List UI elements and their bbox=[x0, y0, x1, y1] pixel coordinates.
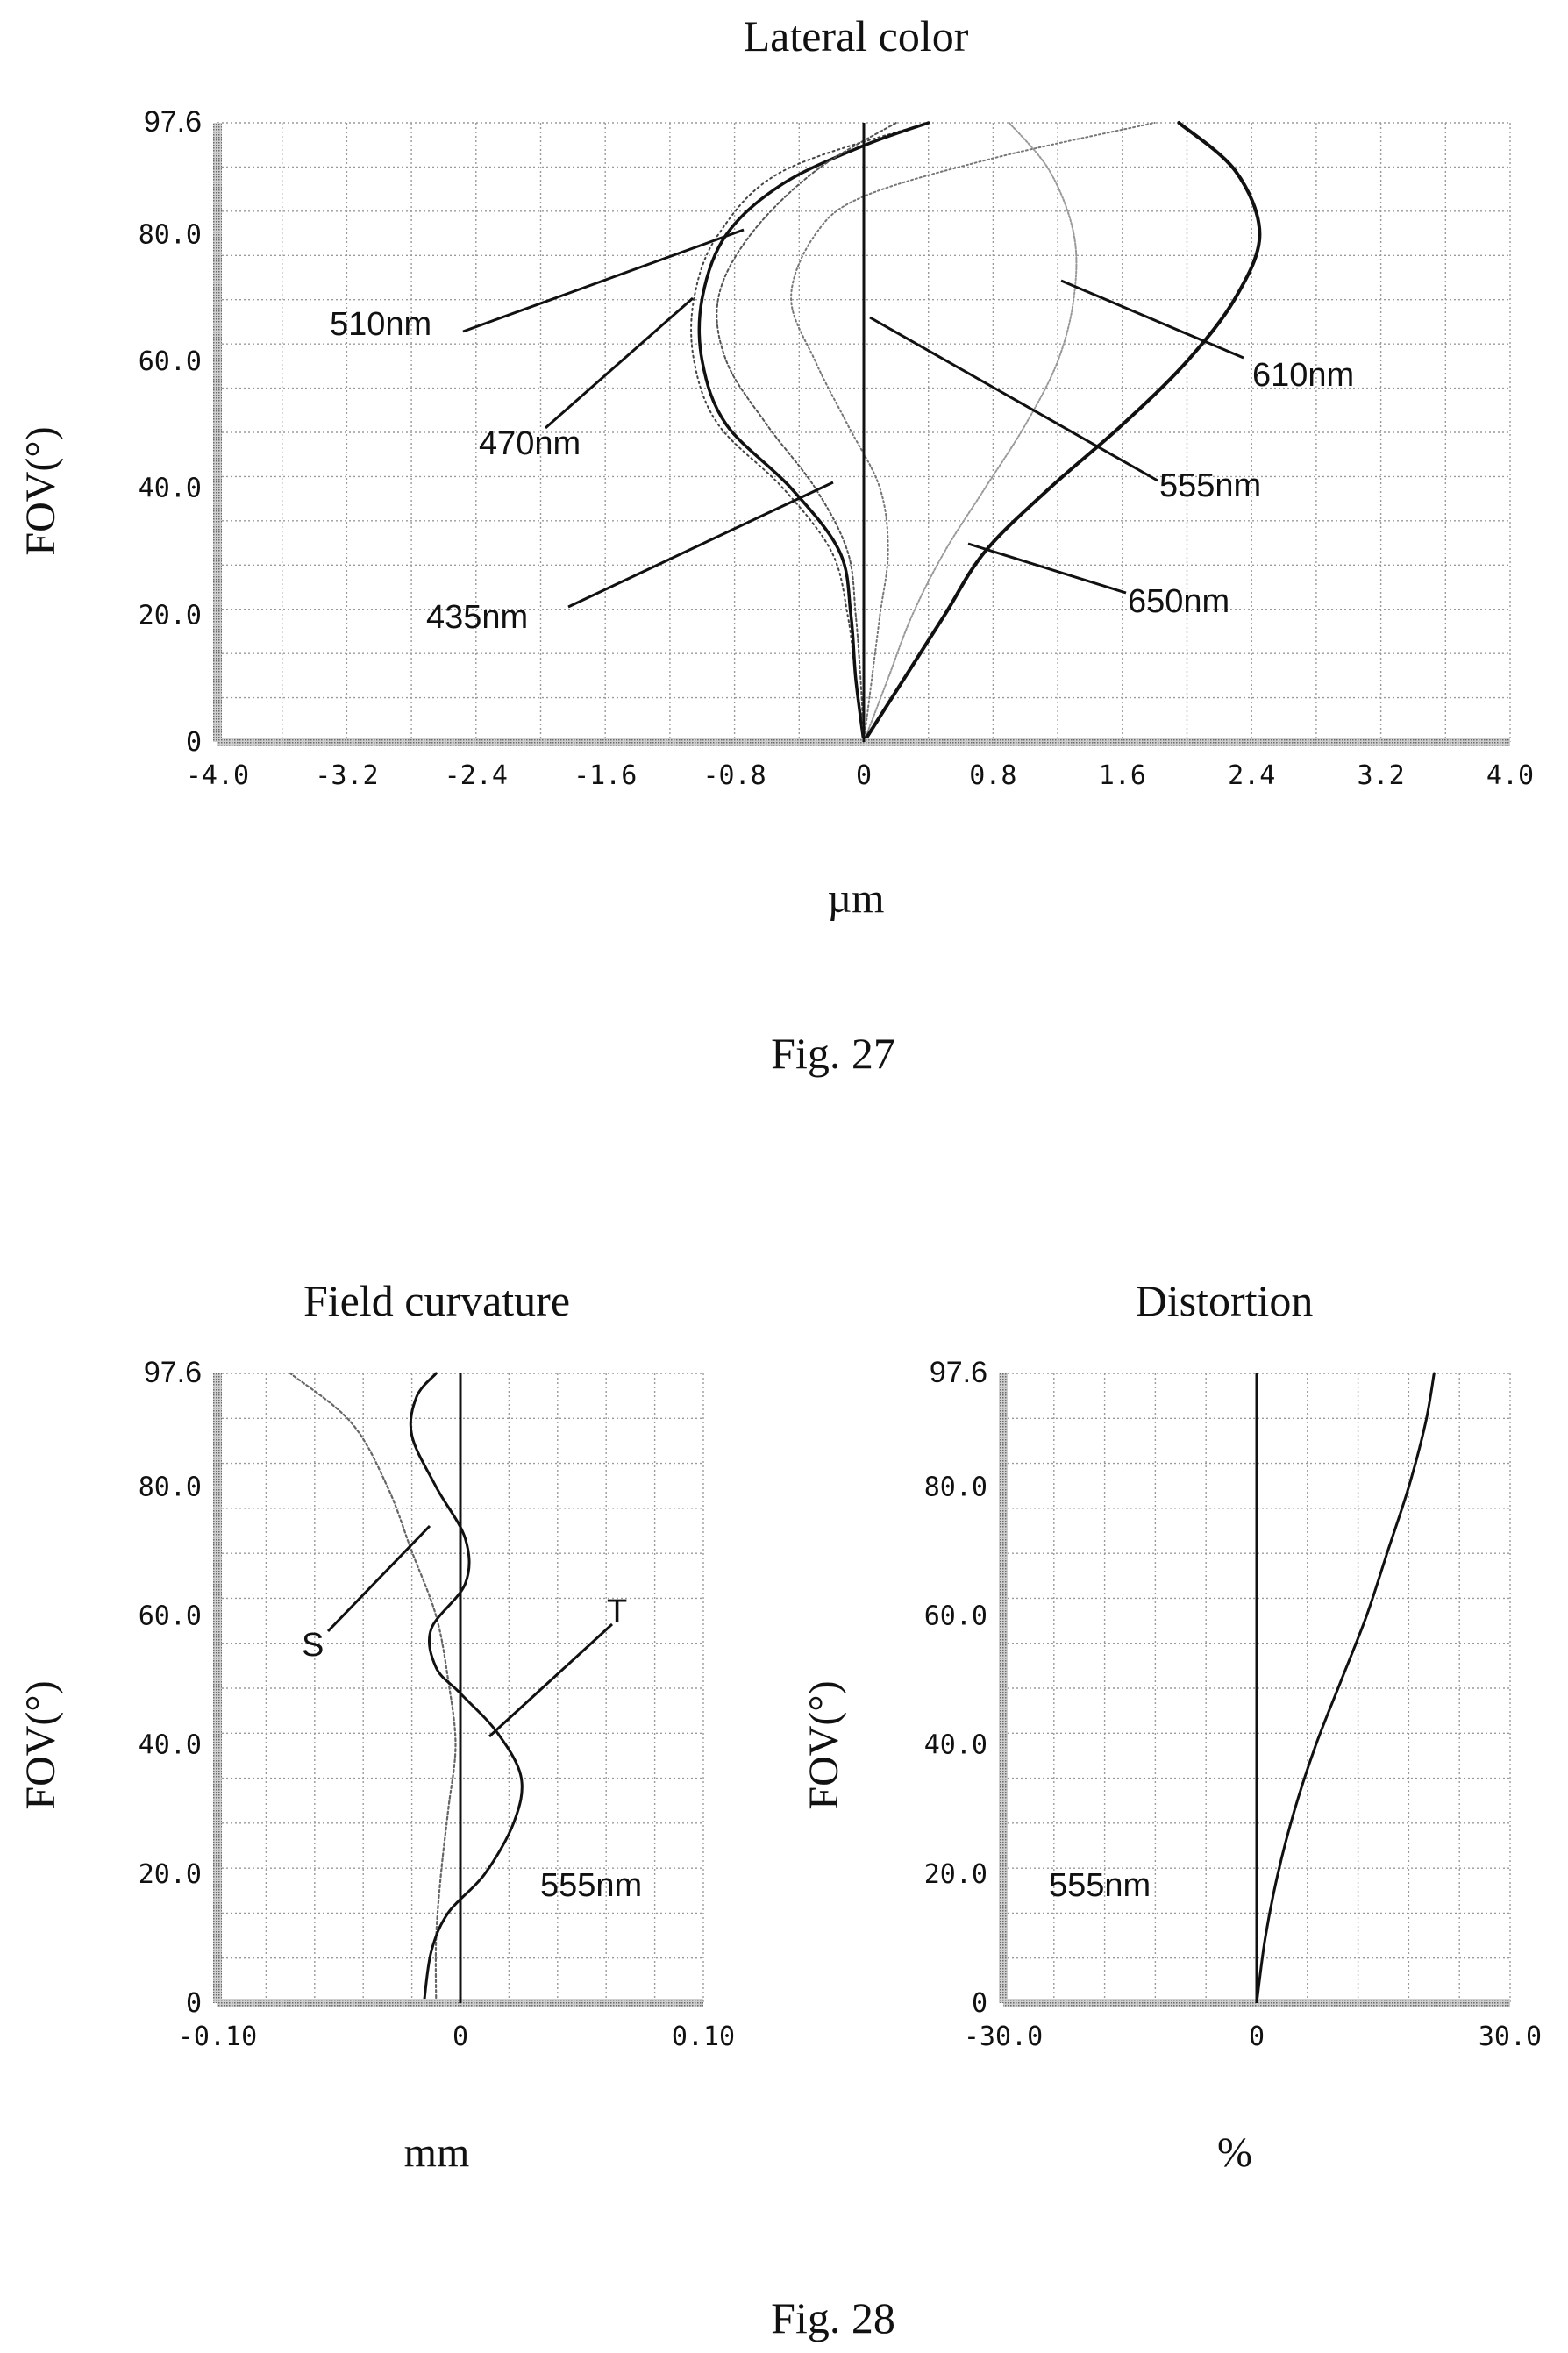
series-label-470nm: 470nm bbox=[479, 425, 581, 462]
y-tick-label: 80.0 bbox=[924, 1472, 987, 1502]
y-tick-label: 40.0 bbox=[924, 1730, 987, 1761]
figure-caption-28: Fig. 28 bbox=[771, 2293, 895, 2342]
axes bbox=[213, 123, 1510, 746]
callouts bbox=[326, 1524, 614, 1738]
lateral-color-chart: Lateral color -4.0 -3.2 -2.4 -1.6 -0.8 0 0.8 1.… bbox=[18, 11, 1534, 1078]
x-tick-label: 0 bbox=[1249, 2021, 1265, 2052]
y-tick-label: 0 bbox=[186, 1988, 202, 2019]
y-tick-label: 0 bbox=[186, 727, 202, 758]
y-axis-line bbox=[999, 1373, 1008, 2003]
field-curvature-chart: Field curvature -0.10 0 0.10020.040.060.08… bbox=[18, 1276, 735, 2176]
y-tick-label: 80.0 bbox=[139, 219, 202, 250]
x-tick-label: 30.0 bbox=[1479, 2021, 1542, 2052]
y-axis-line bbox=[213, 123, 222, 742]
leader-line-s bbox=[326, 1524, 431, 1633]
y-tick-label: 40.0 bbox=[139, 1730, 202, 1761]
series-group bbox=[690, 121, 1262, 744]
leader-line-470 bbox=[545, 296, 694, 430]
y-tick-label: 97.6 bbox=[144, 105, 202, 139]
series-label-555nm: 555nm bbox=[1159, 467, 1261, 504]
axes bbox=[213, 1373, 703, 2007]
wavelength-annotation: 555nm bbox=[540, 1867, 642, 1904]
y-tick-label: 60.0 bbox=[139, 1601, 202, 1632]
chart-title: Field curvature bbox=[303, 1276, 570, 1325]
y-axis-line bbox=[213, 1373, 222, 2003]
axes bbox=[999, 1373, 1510, 2007]
series-line-510nm bbox=[716, 122, 897, 743]
y-tick-label: 0 bbox=[972, 1988, 987, 2019]
leader-line-610 bbox=[1060, 279, 1244, 360]
series-group bbox=[289, 1372, 524, 2005]
x-tick-label: -4.0 bbox=[186, 760, 249, 791]
y-tick-label: 60.0 bbox=[924, 1601, 987, 1632]
series-label-510nm: 510nm bbox=[330, 306, 431, 343]
x-tick-label: -3.2 bbox=[315, 760, 378, 791]
y-tick-label: 97.6 bbox=[930, 1356, 987, 1389]
x-tick-label: -30.0 bbox=[964, 2021, 1043, 2052]
series-label-650nm: 650nm bbox=[1128, 583, 1229, 620]
x-tick-label: 0 bbox=[453, 2021, 468, 2052]
series-group bbox=[1255, 1372, 1436, 2005]
series-line-650nm bbox=[862, 121, 1262, 744]
series-line-435nm bbox=[690, 122, 930, 743]
y-axis-label: FOV(°) bbox=[801, 1680, 847, 1809]
x-tick-label: 2.4 bbox=[1228, 760, 1275, 791]
wavelength-annotation: 555nm bbox=[1049, 1867, 1151, 1904]
leader-line-555 bbox=[869, 316, 1158, 482]
distortion-chart: Distortion -30.0 0 30.0020.040.060.080.097… bbox=[801, 1276, 1542, 2176]
leader-line-650 bbox=[967, 542, 1127, 595]
chart-title: Lateral color bbox=[744, 11, 969, 61]
chart-title: Distortion bbox=[1136, 1276, 1314, 1325]
series-label-610nm: 610nm bbox=[1252, 357, 1354, 394]
x-tick-label: 3.2 bbox=[1358, 760, 1405, 791]
x-axis-label: µm bbox=[828, 875, 885, 922]
leader-line-t bbox=[488, 1622, 614, 1738]
y-tick-label: 80.0 bbox=[139, 1472, 202, 1502]
leader-line-510 bbox=[462, 228, 745, 333]
y-tick-label: 20.0 bbox=[139, 1859, 202, 1890]
leader-line-435 bbox=[567, 481, 834, 609]
callouts bbox=[462, 228, 1244, 609]
x-tick-label: 0 bbox=[856, 760, 872, 791]
x-tick-label: -0.10 bbox=[178, 2021, 257, 2052]
x-tick-label: -1.6 bbox=[574, 760, 637, 791]
y-tick-label: 97.6 bbox=[144, 1356, 202, 1389]
series-line-555nm bbox=[790, 122, 1156, 743]
series-line-610nm bbox=[863, 122, 1078, 743]
x-axis-label: mm bbox=[404, 2129, 470, 2176]
x-tick-label: 1.6 bbox=[1099, 760, 1146, 791]
y-axis-label: FOV(°) bbox=[18, 426, 64, 555]
y-axis-label: FOV(°) bbox=[18, 1680, 64, 1809]
series-label-s: S bbox=[302, 1627, 324, 1664]
series-line-t bbox=[409, 1372, 524, 2005]
y-tick-label: 20.0 bbox=[924, 1859, 987, 1890]
series-line-470nm bbox=[697, 121, 930, 744]
figure-caption-27: Fig. 27 bbox=[771, 1029, 895, 1078]
tick-labels: -4.0 -3.2 -2.4 -1.6 -0.8 0 0.8 1.6 2.4 3.2 4.0 0 20.… bbox=[139, 105, 1534, 791]
series-line-555nm bbox=[1255, 1372, 1436, 2005]
x-tick-label: -2.4 bbox=[445, 760, 508, 791]
series-label-t: T bbox=[607, 1594, 627, 1630]
x-tick-label: 0.10 bbox=[672, 2021, 735, 2052]
x-tick-label: 0.8 bbox=[969, 760, 1016, 791]
series-label-435nm: 435nm bbox=[426, 599, 528, 636]
x-tick-label: 4.0 bbox=[1486, 760, 1534, 791]
x-axis-label: % bbox=[1217, 2129, 1252, 2176]
y-tick-label: 40.0 bbox=[139, 474, 202, 504]
y-tick-label: 20.0 bbox=[139, 600, 202, 631]
y-tick-label: 60.0 bbox=[139, 346, 202, 377]
x-tick-label: -0.8 bbox=[702, 760, 766, 791]
